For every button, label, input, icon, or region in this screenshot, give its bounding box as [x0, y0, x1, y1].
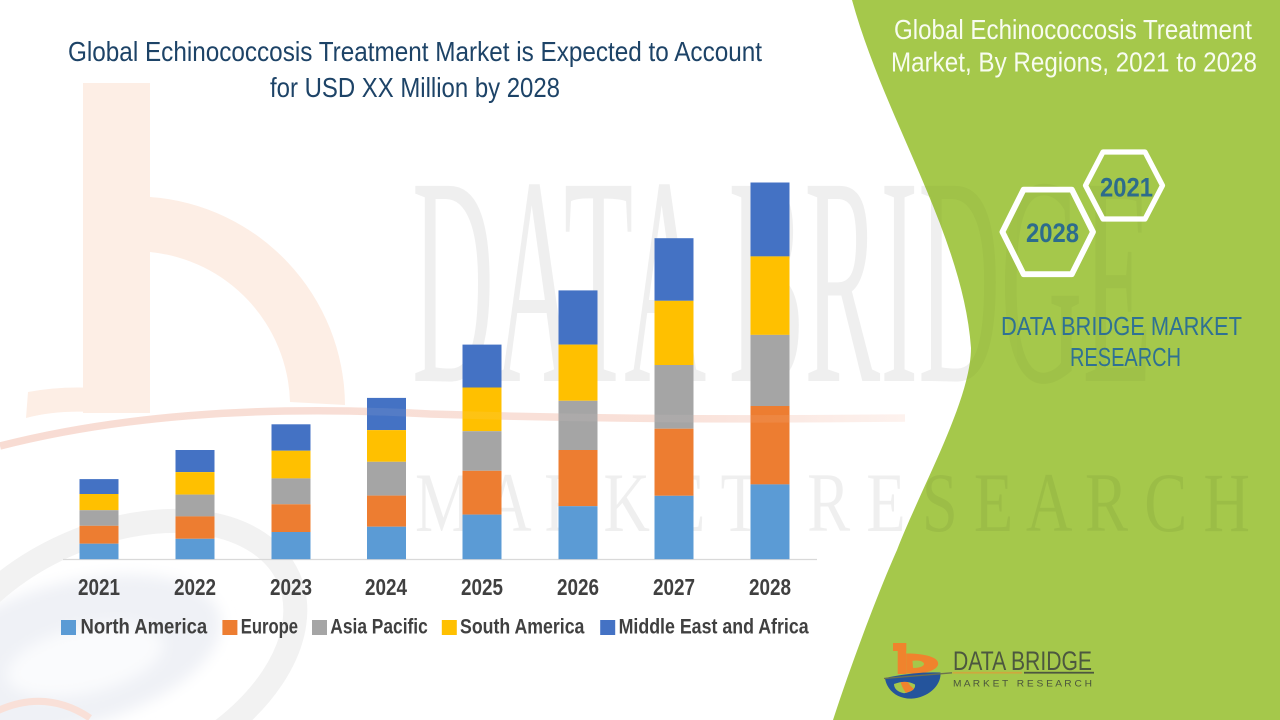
svg-text:Market, By Regions, 2021 to 20: Market, By Regions, 2021 to 2028	[891, 47, 1257, 78]
svg-text:DATA BRIDGE: DATA BRIDGE	[953, 646, 1092, 676]
svg-text:2026: 2026	[557, 574, 599, 600]
svg-text:Middle East and Africa: Middle East and Africa	[619, 616, 809, 639]
svg-text:North America: North America	[81, 616, 208, 639]
svg-text:M A R K E T R E S E A R C H: M A R K E T R E S E A R C H	[953, 679, 1092, 689]
svg-text:2023: 2023	[270, 574, 312, 600]
svg-text:2025: 2025	[461, 574, 503, 600]
svg-text:2027: 2027	[653, 574, 695, 600]
svg-text:RESEARCH: RESEARCH	[1070, 342, 1181, 372]
svg-text:Europe: Europe	[241, 616, 298, 639]
svg-text:2028: 2028	[1026, 218, 1079, 248]
svg-text:2024: 2024	[365, 574, 407, 600]
svg-text:2021: 2021	[78, 574, 120, 600]
svg-text:2028: 2028	[749, 574, 791, 600]
svg-text:2022: 2022	[174, 574, 216, 600]
svg-text:Global Echinococcosis Treatmen: Global Echinococcosis Treatment Market i…	[68, 36, 762, 67]
svg-text:South America: South America	[460, 616, 585, 639]
svg-text:Asia Pacific: Asia Pacific	[330, 616, 428, 639]
svg-text:DATA BRIDGE MARKET: DATA BRIDGE MARKET	[1001, 311, 1242, 341]
svg-text:for USD XX Million by 2028: for USD XX Million by 2028	[270, 72, 560, 103]
svg-text:Global Echinococcosis Treatmen: Global Echinococcosis Treatment	[894, 14, 1252, 45]
svg-text:2021: 2021	[1100, 173, 1153, 203]
